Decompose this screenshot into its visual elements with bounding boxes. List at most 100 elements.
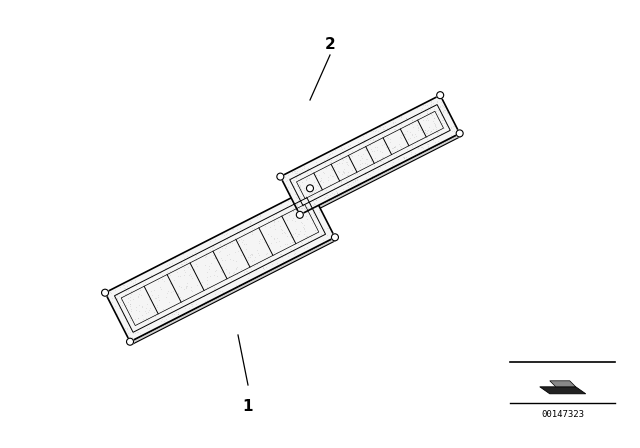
Point — [438, 116, 448, 124]
Point — [132, 314, 143, 322]
Point — [410, 142, 420, 149]
Point — [438, 108, 448, 116]
Point — [217, 269, 227, 276]
Point — [294, 183, 305, 190]
Point — [300, 168, 310, 175]
Point — [291, 200, 301, 207]
Point — [329, 164, 339, 171]
Point — [145, 319, 156, 327]
Point — [239, 240, 249, 247]
Point — [301, 193, 311, 200]
Point — [349, 177, 360, 185]
Point — [417, 143, 427, 151]
Point — [398, 158, 408, 165]
Point — [354, 173, 364, 180]
Point — [149, 286, 159, 293]
Point — [294, 193, 305, 200]
Point — [163, 288, 173, 295]
Point — [422, 141, 433, 148]
Point — [170, 303, 180, 310]
Point — [131, 283, 141, 290]
Point — [317, 179, 328, 186]
Point — [335, 143, 346, 151]
Point — [177, 251, 188, 258]
Point — [423, 117, 433, 124]
Point — [406, 130, 417, 138]
Point — [173, 310, 184, 318]
Point — [172, 290, 182, 297]
Point — [276, 251, 286, 258]
Point — [290, 250, 300, 257]
Point — [429, 103, 439, 110]
Point — [422, 107, 432, 114]
Point — [156, 317, 166, 324]
Point — [360, 159, 371, 167]
Point — [369, 138, 380, 145]
Point — [166, 289, 177, 296]
Point — [446, 134, 456, 141]
Point — [174, 282, 184, 289]
Circle shape — [102, 289, 109, 296]
Point — [200, 253, 210, 260]
Point — [317, 209, 328, 216]
Point — [145, 318, 155, 325]
Circle shape — [456, 130, 463, 137]
Point — [280, 251, 290, 258]
Point — [371, 126, 381, 134]
Point — [303, 175, 314, 182]
Point — [380, 166, 390, 173]
Point — [325, 181, 335, 188]
Point — [300, 228, 310, 235]
Point — [378, 167, 388, 174]
Point — [432, 130, 442, 138]
Point — [370, 137, 380, 144]
Point — [209, 272, 219, 279]
Point — [372, 157, 382, 164]
Point — [253, 221, 263, 228]
Point — [246, 251, 256, 258]
Point — [315, 224, 325, 231]
Point — [221, 242, 231, 250]
Point — [138, 315, 148, 322]
Point — [438, 120, 449, 127]
Point — [342, 181, 352, 189]
Point — [375, 124, 385, 131]
Point — [212, 285, 222, 293]
Point — [322, 196, 332, 203]
Point — [367, 148, 377, 155]
Point — [275, 223, 285, 230]
Point — [297, 239, 307, 246]
Point — [152, 293, 163, 300]
Point — [124, 314, 134, 321]
Point — [130, 278, 140, 285]
Point — [320, 159, 330, 166]
Point — [146, 320, 156, 327]
Point — [132, 293, 143, 300]
Point — [360, 146, 370, 153]
Point — [344, 181, 354, 189]
Point — [245, 251, 255, 258]
Point — [269, 219, 280, 226]
Point — [130, 315, 140, 323]
Point — [297, 202, 307, 210]
Point — [445, 132, 456, 139]
Point — [399, 134, 409, 141]
Point — [430, 122, 440, 129]
Point — [246, 250, 257, 257]
Point — [301, 203, 311, 211]
Point — [181, 284, 191, 291]
Point — [289, 183, 299, 190]
Point — [310, 227, 320, 234]
Point — [316, 230, 326, 237]
Point — [120, 284, 130, 292]
Point — [299, 164, 309, 172]
Point — [220, 275, 230, 282]
Point — [120, 290, 131, 297]
Point — [106, 289, 116, 297]
Point — [230, 265, 241, 272]
Point — [361, 169, 371, 177]
Point — [396, 113, 406, 120]
Point — [318, 158, 328, 165]
Point — [386, 151, 396, 158]
Point — [408, 118, 418, 125]
